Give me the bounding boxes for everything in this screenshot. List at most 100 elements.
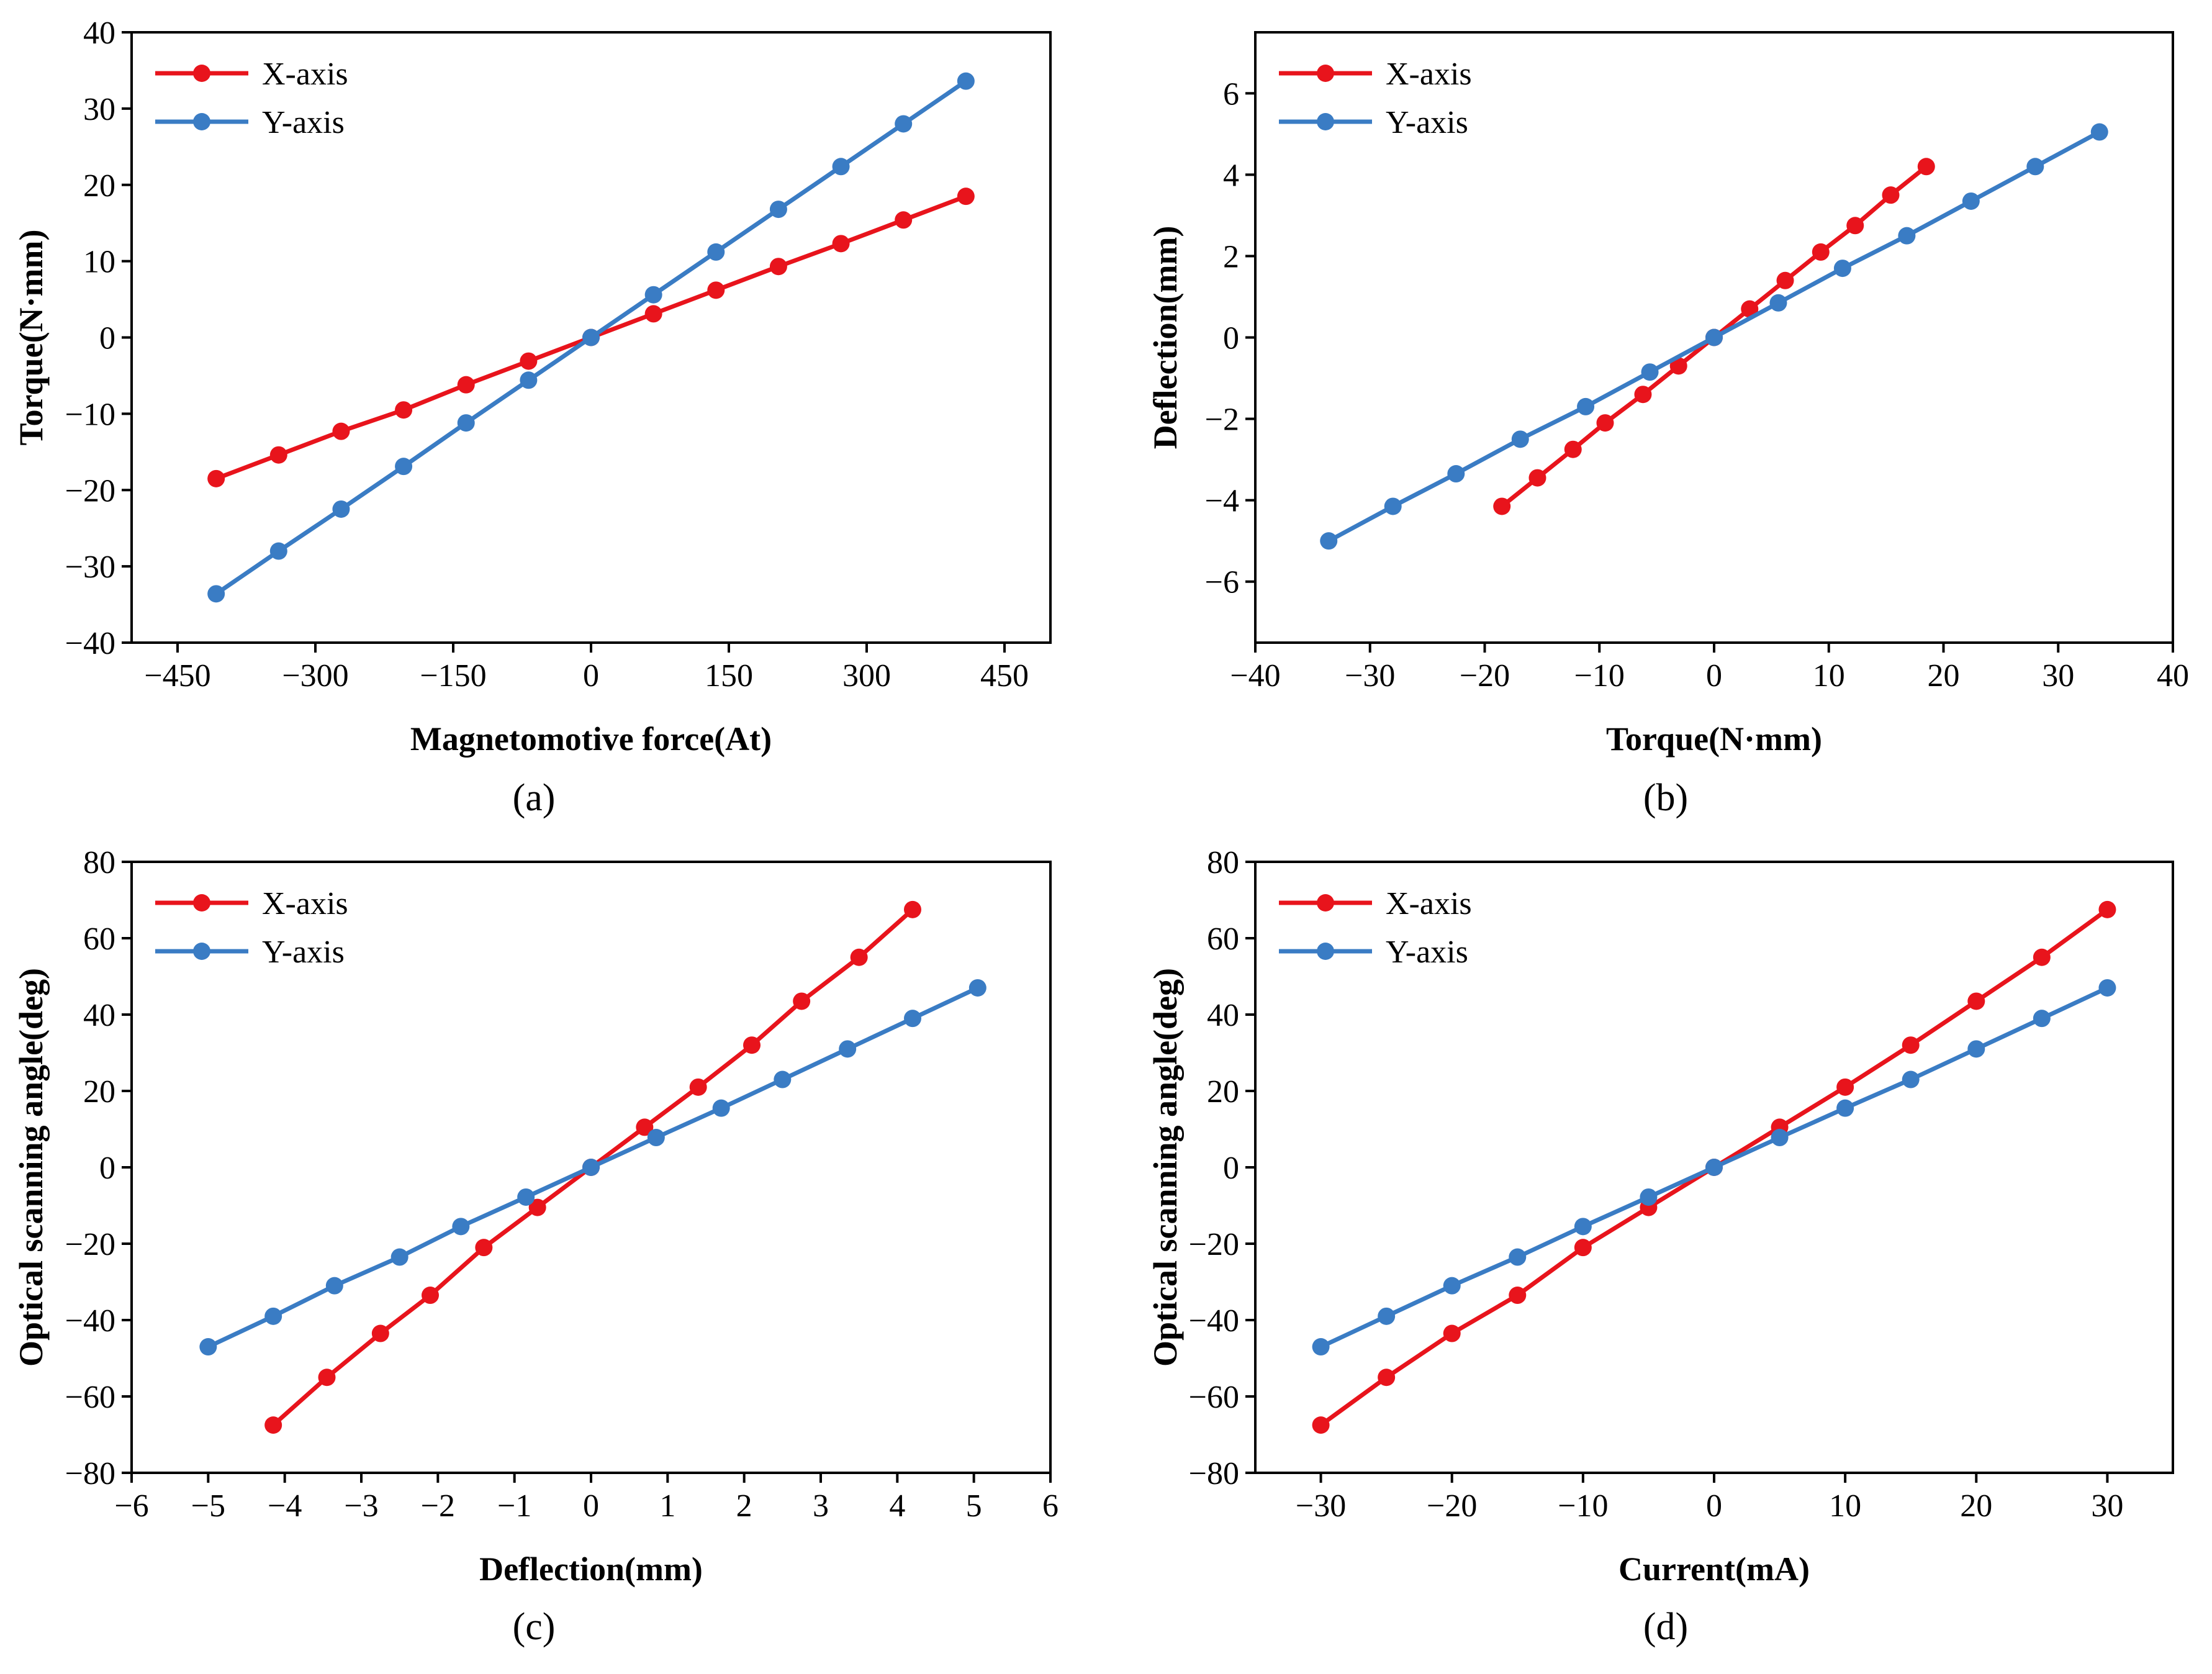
panel-caption: (a) (513, 777, 556, 819)
y-tick-label: −40 (65, 626, 115, 661)
data-point (207, 585, 225, 603)
data-point (452, 1218, 470, 1236)
data-point (774, 1070, 792, 1088)
data-point (395, 401, 413, 419)
chart-panel-c: −6 −5 −4 −3 −2 −1 0 1 2 3 4 5 6 −80 −60 −40 −20 0 20 40 60 80… (12, 845, 1059, 1648)
legend-label: Y-axis (262, 105, 345, 140)
x-tick-label: 10 (1813, 658, 1845, 694)
data-point (1898, 227, 1916, 245)
data-point (520, 352, 538, 370)
data-point (1846, 217, 1864, 235)
data-point (1705, 1159, 1723, 1176)
y-tick-label: 0 (99, 321, 115, 356)
y-tick-label: 0 (1223, 321, 1239, 356)
x-tick-label: 6 (1042, 1488, 1059, 1524)
y-tick-label: −80 (1189, 1456, 1239, 1491)
data-point (707, 243, 725, 261)
x-tick-label: −450 (144, 658, 210, 694)
data-point (2033, 1010, 2051, 1028)
legend-entry-y-axis: Y-axis (1279, 105, 1468, 140)
y-tick-label: 80 (83, 845, 115, 880)
data-point (769, 258, 787, 276)
data-point (769, 201, 787, 219)
data-point (1882, 186, 1900, 204)
series-y-axis (1312, 979, 2116, 1356)
legend-marker (193, 65, 210, 82)
legend-label: X-axis (1386, 57, 1472, 92)
data-point (457, 376, 475, 394)
data-point (1493, 497, 1511, 515)
x-tick-label: −20 (1427, 1488, 1477, 1524)
data-point (689, 1078, 707, 1096)
x-tick-label: 30 (2042, 658, 2074, 694)
data-point (839, 1040, 857, 1058)
data-point (269, 446, 287, 464)
data-point (644, 305, 662, 323)
legend-label: Y-axis (1386, 105, 1468, 140)
data-point (332, 500, 350, 518)
panel-caption: (c) (513, 1606, 556, 1648)
data-point (1641, 363, 1659, 381)
x-tick-label: 0 (1706, 1488, 1722, 1524)
data-point (1967, 992, 1985, 1010)
data-point (199, 1338, 217, 1356)
data-point (1917, 158, 1935, 176)
data-point (1447, 465, 1465, 483)
y-tick-label: 6 (1223, 76, 1239, 112)
legend-marker (1317, 894, 1334, 912)
legend-marker (193, 943, 210, 960)
x-tick-label: −40 (1230, 658, 1280, 694)
y-tick-label: −20 (1189, 1227, 1239, 1262)
x-tick-label: 20 (1928, 658, 1960, 694)
x-tick-label: −30 (1296, 1488, 1346, 1524)
y-tick-label: 30 (83, 92, 115, 127)
data-point (832, 158, 850, 176)
y-tick-label: 4 (1223, 158, 1239, 193)
data-point (264, 1307, 282, 1325)
legend-entry-x-axis: X-axis (155, 57, 348, 92)
data-point (793, 992, 811, 1010)
data-point (1705, 328, 1723, 346)
data-point (2098, 979, 2116, 997)
legend-entry-y-axis: Y-axis (155, 105, 345, 140)
y-tick-label: −40 (65, 1303, 115, 1339)
x-tick-label: −5 (191, 1488, 225, 1524)
y-tick-label: −2 (1205, 402, 1239, 438)
data-point (2090, 123, 2108, 141)
data-point (395, 458, 413, 476)
legend-label: X-axis (262, 57, 348, 92)
y-tick-label: −20 (65, 1227, 115, 1262)
x-tick-label: 20 (1960, 1488, 1992, 1524)
x-tick-label: 2 (736, 1488, 752, 1524)
data-point (644, 286, 662, 304)
y-tick-label: 0 (1223, 1151, 1239, 1186)
data-point (957, 188, 975, 206)
y-tick-label: −60 (1189, 1380, 1239, 1415)
legend-label: X-axis (262, 886, 348, 921)
data-point (371, 1324, 389, 1342)
data-point (1836, 1078, 1854, 1096)
data-point (2026, 158, 2044, 176)
data-point (904, 1010, 921, 1028)
x-axis-label: Torque(N·mm) (1606, 720, 1822, 758)
data-point (390, 1248, 409, 1266)
data-point (968, 979, 986, 997)
x-tick-label: 0 (583, 1488, 599, 1524)
legend-entry-y-axis: Y-axis (155, 934, 345, 970)
y-tick-label: −30 (65, 550, 115, 585)
data-point (1312, 1338, 1330, 1356)
data-point (1509, 1248, 1527, 1266)
legend-marker (1317, 65, 1334, 82)
data-point (475, 1239, 493, 1257)
data-point (712, 1099, 730, 1117)
data-point (1967, 1040, 1985, 1058)
legend-entry-x-axis: X-axis (1279, 886, 1472, 921)
data-point (1320, 532, 1338, 550)
x-tick-label: 5 (966, 1488, 982, 1524)
x-tick-label: 450 (980, 658, 1029, 694)
data-point (2033, 948, 2051, 966)
series-y-axis (199, 979, 986, 1356)
series-y-axis (1320, 123, 2108, 550)
data-point (1511, 430, 1529, 448)
data-point (520, 371, 538, 389)
